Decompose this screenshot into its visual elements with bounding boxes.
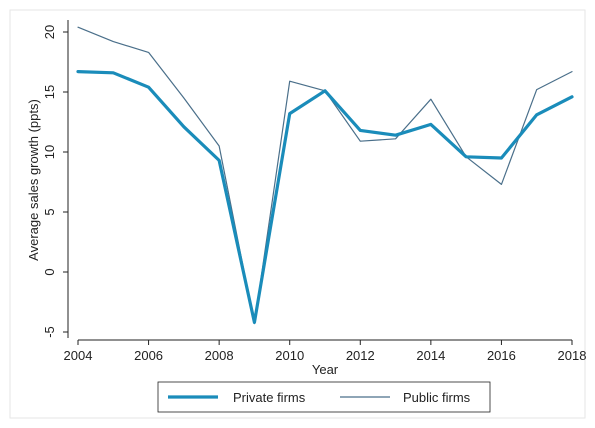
y-tick-label: 5 <box>42 208 57 215</box>
y-tick-label: 20 <box>42 25 57 39</box>
x-tick-label: 2014 <box>416 348 445 363</box>
x-tick-label: 2010 <box>275 348 304 363</box>
y-tick-label: 15 <box>42 85 57 99</box>
x-tick-label: 2008 <box>205 348 234 363</box>
y-axis-title: Average sales growth (ppts) <box>26 99 41 261</box>
x-tick-label: 2012 <box>346 348 375 363</box>
legend: Private firms Public firms <box>158 382 490 412</box>
x-tick-label: 2018 <box>558 348 587 363</box>
x-tick-label: 2004 <box>64 348 93 363</box>
x-axis-title: Year <box>312 362 339 377</box>
x-tick-label: 2006 <box>134 348 163 363</box>
y-tick-label: 10 <box>42 145 57 159</box>
y-tick-label: 0 <box>42 268 57 275</box>
y-tick-label: -5 <box>42 326 57 338</box>
legend-label-private-firms: Private firms <box>233 390 306 405</box>
legend-label-public-firms: Public firms <box>403 390 471 405</box>
x-tick-label: 2016 <box>487 348 516 363</box>
